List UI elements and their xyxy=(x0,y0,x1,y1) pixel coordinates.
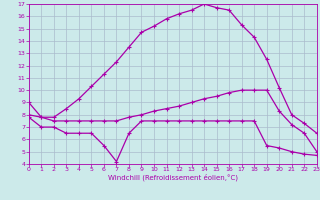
X-axis label: Windchill (Refroidissement éolien,°C): Windchill (Refroidissement éolien,°C) xyxy=(108,174,238,181)
